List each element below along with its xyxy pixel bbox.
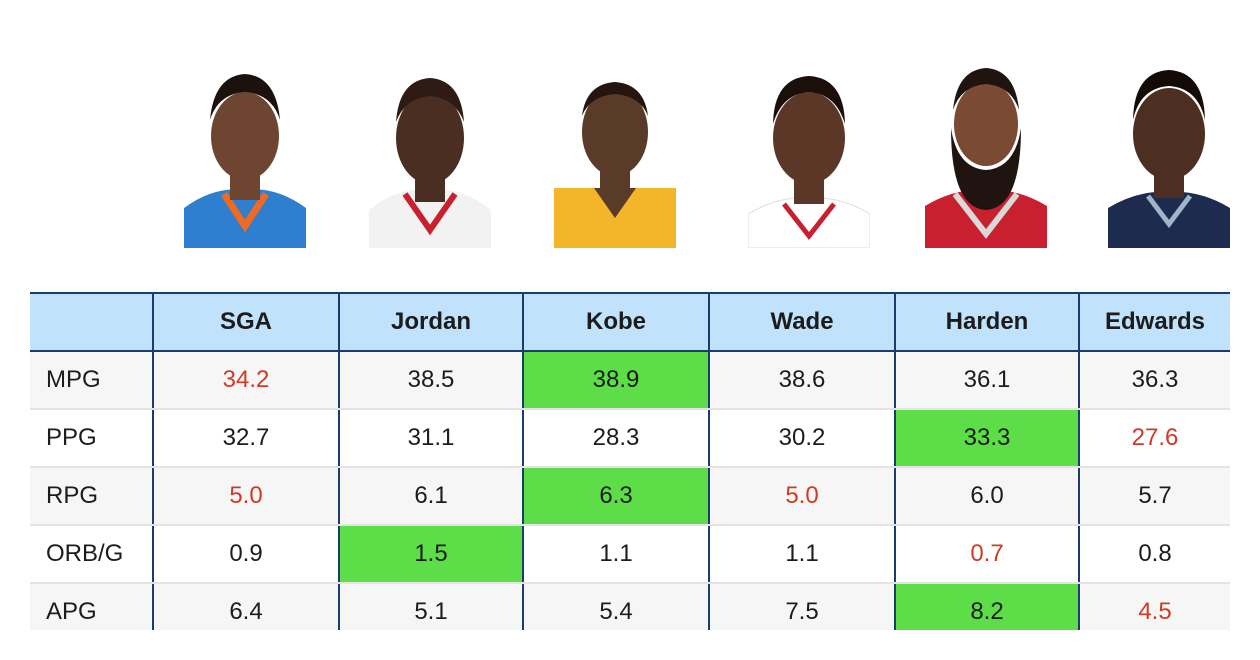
stat-cell: 28.3: [522, 409, 709, 468]
row-label: APG: [30, 583, 153, 630]
player-headshot-wade: [748, 58, 870, 248]
stat-cell: 6.0: [894, 467, 1079, 526]
row-label: MPG: [30, 351, 153, 410]
table-header-row: SGA Jordan Kobe Wade Harden Edwards: [30, 292, 1230, 352]
row-label: PPG: [30, 409, 153, 468]
stat-cell: 8.2: [894, 583, 1079, 630]
stat-cell: 0.8: [1078, 525, 1230, 584]
header-cell-kobe: Kobe: [522, 292, 709, 352]
stat-cell: 4.5: [1078, 583, 1230, 630]
stat-cell: 5.0: [152, 467, 339, 526]
stat-cell: 27.6: [1078, 409, 1230, 468]
header-cell-harden: Harden: [894, 292, 1079, 352]
table-row: RPG 5.0 6.1 6.3 5.0 6.0 5.7: [30, 467, 1230, 526]
stats-table: SGA Jordan Kobe Wade Harden Edwards MPG 3…: [30, 292, 1230, 630]
stat-cell: 0.7: [894, 525, 1079, 584]
header-cell-wade: Wade: [708, 292, 895, 352]
stat-cell: 38.6: [708, 351, 895, 410]
stat-cell: 6.3: [522, 467, 709, 526]
stats-table-container: SGA Jordan Kobe Wade Harden Edwards MPG 3…: [30, 292, 1230, 630]
stat-cell: 31.1: [338, 409, 523, 468]
player-headshot-edwards: [1108, 58, 1230, 248]
stat-cell: 6.4: [152, 583, 339, 630]
header-cell-sga: SGA: [152, 292, 339, 352]
table-body: MPG 34.2 38.5 38.9 38.6 36.1 36.3 PPG 32.7 31.1 28…: [30, 351, 1230, 630]
stat-cell: 6.1: [338, 467, 523, 526]
header-cell-stat: [30, 292, 153, 352]
player-headshot-harden: [925, 58, 1047, 248]
stat-cell: 1.1: [522, 525, 709, 584]
row-label: ORB/G: [30, 525, 153, 584]
stat-cell: 30.2: [708, 409, 895, 468]
player-headshot-sga: [184, 58, 306, 248]
table-row: APG 6.4 5.1 5.4 7.5 8.2 4.5: [30, 583, 1230, 630]
stat-cell: 32.7: [152, 409, 339, 468]
stat-cell: 1.5: [338, 525, 523, 584]
stat-cell: 33.3: [894, 409, 1079, 468]
stat-cell: 38.5: [338, 351, 523, 410]
row-label: RPG: [30, 467, 153, 526]
stat-cell: 34.2: [152, 351, 339, 410]
stat-cell: 36.3: [1078, 351, 1230, 410]
stat-cell: 5.0: [708, 467, 895, 526]
stat-cell: 5.4: [522, 583, 709, 630]
player-headshot-jordan: [369, 58, 491, 248]
table-row: ORB/G 0.9 1.5 1.1 1.1 0.7 0.8: [30, 525, 1230, 584]
table-row: PPG 32.7 31.1 28.3 30.2 33.3 27.6: [30, 409, 1230, 468]
table-row: MPG 34.2 38.5 38.9 38.6 36.1 36.3: [30, 351, 1230, 410]
stat-cell: 7.5: [708, 583, 895, 630]
stat-cell: 5.7: [1078, 467, 1230, 526]
stat-cell: 38.9: [522, 351, 709, 410]
stat-cell: 5.1: [338, 583, 523, 630]
header-cell-edwards: Edwards: [1078, 292, 1230, 352]
header-cell-jordan: Jordan: [338, 292, 523, 352]
stat-cell: 0.9: [152, 525, 339, 584]
stat-cell: 1.1: [708, 525, 895, 584]
player-headshot-kobe: [554, 58, 676, 248]
stat-cell: 36.1: [894, 351, 1079, 410]
